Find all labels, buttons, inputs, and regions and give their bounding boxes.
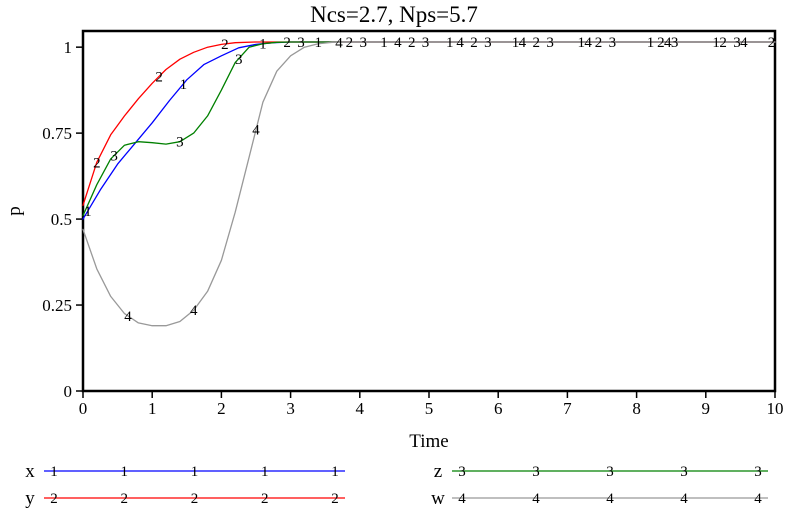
legend-marker-z: 3	[680, 464, 688, 480]
series-marker-w: 4	[456, 35, 464, 51]
x-tick-label: 4	[356, 399, 365, 418]
series-marker-y: 2	[283, 35, 291, 51]
legend-marker-x: 1	[331, 464, 339, 480]
series-marker-x: 1	[315, 35, 323, 51]
y-axis-title: p	[4, 206, 25, 216]
x-tick-label: 8	[632, 399, 641, 418]
series-marker-z: 3	[671, 35, 679, 51]
series-marker-x: 1	[446, 35, 454, 51]
series-marker-y: 2	[719, 35, 727, 51]
x-tick-label: 6	[494, 399, 503, 418]
series-marker-y: 2	[657, 35, 665, 51]
x-tick-label: 5	[425, 399, 434, 418]
series-marker-x: 1	[577, 35, 585, 51]
series-marker-w: 4	[190, 303, 198, 319]
series-marker-x: 1	[380, 35, 388, 51]
series-marker-w: 4	[740, 35, 748, 51]
legend-marker-y: 2	[121, 491, 129, 507]
legend-marker-y: 2	[261, 491, 269, 507]
series-marker-w: 4	[335, 35, 343, 51]
y-tick-label: 0.5	[51, 210, 72, 229]
series-marker-y: 2	[346, 35, 354, 51]
series-marker-y: 2	[221, 37, 229, 53]
series-marker-y: 2	[595, 35, 603, 51]
series-marker-z: 3	[110, 148, 118, 164]
series-marker-y: 2	[408, 35, 416, 51]
plot-frame	[81, 29, 777, 393]
series-marker-y: 2	[533, 35, 541, 51]
legend-marker-x: 1	[261, 464, 269, 480]
series-marker-z: 3	[733, 35, 741, 51]
x-tick-label: 7	[563, 399, 572, 418]
series-marker-x: 1	[647, 35, 655, 51]
series-marker-z: 3	[360, 35, 368, 51]
series-marker-w: 4	[394, 35, 402, 51]
x-axis-title: Time	[409, 431, 448, 452]
legend-marker-w: 4	[458, 491, 466, 507]
legend-marker-x: 1	[121, 464, 129, 480]
series-marker-w: 4	[252, 123, 260, 139]
series-marker-x: 1	[180, 77, 188, 93]
y-tick-label: 0.75	[42, 124, 72, 143]
legend-marker-y: 2	[191, 491, 199, 507]
legend-marker-y: 2	[331, 491, 339, 507]
x-tick-label: 9	[702, 399, 711, 418]
series-marker-w: 4	[664, 35, 672, 51]
y-tick-label: 0	[64, 382, 73, 401]
series-line-y	[82, 41, 776, 206]
series-marker-y: 2	[93, 155, 101, 171]
series-marker-z: 3	[546, 35, 554, 51]
series-marker-x: 1	[84, 204, 92, 220]
series-marker-y: 2	[155, 69, 163, 85]
legend-label-w: w	[431, 488, 445, 509]
series-marker-z: 3	[235, 52, 243, 68]
series-marker-z: 3	[609, 35, 617, 51]
x-tick-label: 10	[767, 399, 784, 418]
series-marker-z: 3	[297, 35, 305, 51]
legend-marker-x: 1	[191, 464, 199, 480]
legend-marker-z: 3	[606, 464, 614, 480]
series-line-x	[82, 41, 776, 220]
legend-label-z: z	[434, 461, 442, 482]
series-marker-y: 2	[470, 35, 478, 51]
x-tick-label: 2	[217, 399, 226, 418]
legend: x 1 1 1 1 1y 2 2 2 2 2z 3 3 3 3 3w 4 4 4 4 4	[25, 461, 768, 509]
series-marker-w: 4	[519, 35, 527, 51]
series-marker-z: 3	[422, 35, 430, 51]
legend-marker-z: 3	[532, 464, 540, 480]
series-marker-z: 3	[176, 135, 184, 151]
legend-marker-w: 4	[680, 491, 688, 507]
legend-marker-y: 2	[50, 491, 58, 507]
legend-marker-z: 3	[458, 464, 466, 480]
series-line-z	[82, 41, 776, 217]
x-tick-label: 0	[79, 399, 88, 418]
legend-marker-w: 4	[754, 491, 762, 507]
series-marker-w: 4	[124, 309, 132, 325]
y-tick-label: 0.25	[42, 296, 72, 315]
series-marker-z: 3	[484, 35, 492, 51]
series-marker-x: 1	[259, 37, 267, 53]
series-marker-y: 2	[768, 35, 776, 51]
series-line-w	[82, 41, 776, 327]
x-tick-label: 1	[148, 399, 157, 418]
series-marker-w: 4	[584, 35, 592, 51]
legend-label-y: y	[25, 488, 35, 509]
y-tick-label: 1	[64, 38, 73, 57]
legend-marker-w: 4	[606, 491, 614, 507]
x-tick-label: 3	[286, 399, 295, 418]
legend-marker-x: 1	[50, 464, 58, 480]
series-marker-x: 1	[712, 35, 720, 51]
legend-marker-z: 3	[754, 464, 762, 480]
series-marker-x: 1	[512, 35, 520, 51]
chart-title: Ncs=2.7, Nps=5.7	[310, 2, 478, 27]
legend-label-x: x	[25, 461, 35, 482]
legend-marker-w: 4	[532, 491, 540, 507]
